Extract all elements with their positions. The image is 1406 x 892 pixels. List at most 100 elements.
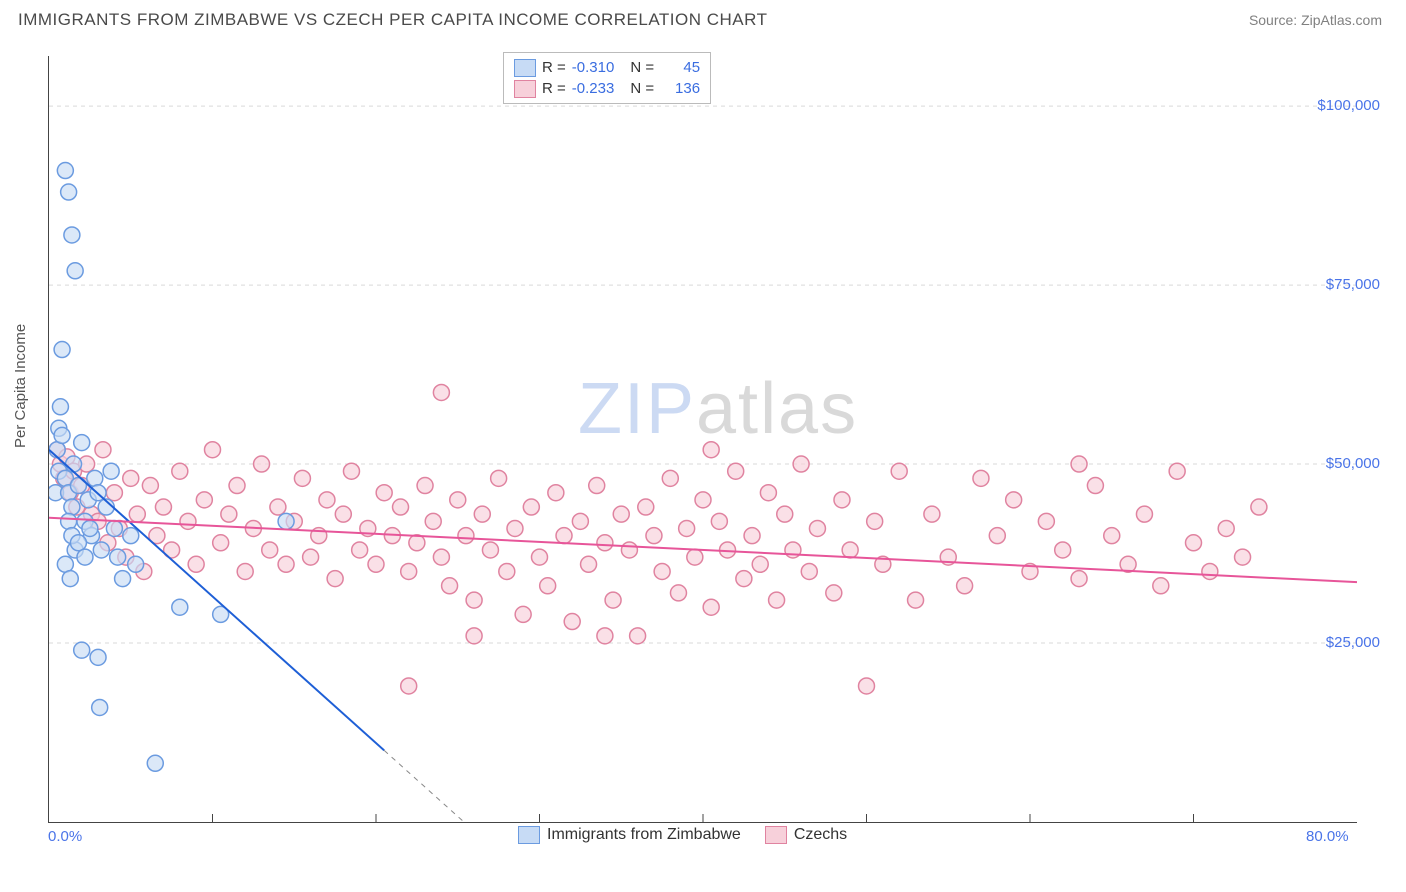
data-point: [1087, 478, 1103, 494]
data-point: [180, 513, 196, 529]
data-point: [842, 542, 858, 558]
data-point: [581, 556, 597, 572]
y-tick-label: $100,000: [1317, 97, 1380, 114]
data-point: [188, 556, 204, 572]
data-point: [172, 599, 188, 615]
data-point: [499, 563, 515, 579]
data-point: [221, 506, 237, 522]
data-point: [115, 571, 131, 587]
data-point: [1251, 499, 1267, 515]
r-value: -0.233: [572, 78, 615, 99]
legend-swatch: [765, 826, 787, 844]
n-label: N =: [630, 57, 654, 78]
data-point: [572, 513, 588, 529]
data-point: [482, 542, 498, 558]
data-point: [103, 463, 119, 479]
legend-stat-row: R =-0.233N =136: [514, 78, 700, 99]
source-link[interactable]: ZipAtlas.com: [1301, 12, 1382, 28]
data-point: [859, 678, 875, 694]
data-point: [64, 499, 80, 515]
data-point: [64, 227, 80, 243]
data-point: [687, 549, 703, 565]
data-point: [123, 470, 139, 486]
y-axis-label: Per Capita Income: [12, 324, 29, 448]
data-point: [205, 442, 221, 458]
data-point: [87, 470, 103, 486]
n-value: 45: [660, 57, 700, 78]
legend-swatch: [514, 80, 536, 98]
data-point: [62, 571, 78, 587]
data-point: [605, 592, 621, 608]
data-point: [74, 642, 90, 658]
data-point: [61, 513, 77, 529]
data-point: [777, 506, 793, 522]
data-point: [989, 528, 1005, 544]
data-point: [106, 520, 122, 536]
data-point: [70, 535, 86, 551]
data-point: [262, 542, 278, 558]
data-point: [54, 427, 70, 443]
data-point: [1218, 520, 1234, 536]
data-point: [278, 513, 294, 529]
data-point: [66, 456, 82, 472]
data-point: [196, 492, 212, 508]
legend-label: Immigrants from Zimbabwe: [547, 826, 741, 844]
data-point: [376, 485, 392, 501]
data-point: [597, 535, 613, 551]
data-point: [523, 499, 539, 515]
data-point: [401, 678, 417, 694]
data-point: [93, 542, 109, 558]
data-point: [401, 563, 417, 579]
data-point: [409, 535, 425, 551]
data-point: [589, 478, 605, 494]
data-point: [474, 506, 490, 522]
legend-label: Czechs: [794, 826, 847, 844]
data-point: [924, 506, 940, 522]
data-point: [229, 478, 245, 494]
data-point: [54, 342, 70, 358]
data-point: [237, 563, 253, 579]
data-point: [834, 492, 850, 508]
data-point: [1169, 463, 1185, 479]
data-point: [303, 549, 319, 565]
data-point: [106, 485, 122, 501]
data-point: [662, 470, 678, 486]
legend-swatch: [518, 826, 540, 844]
x-tick-label: 80.0%: [1306, 828, 1349, 845]
data-point: [147, 755, 163, 771]
data-point: [278, 556, 294, 572]
data-point: [703, 442, 719, 458]
data-point: [670, 585, 686, 601]
data-point: [695, 492, 711, 508]
legend-swatch: [514, 59, 536, 77]
n-label: N =: [630, 78, 654, 99]
data-point: [793, 456, 809, 472]
data-point: [1153, 578, 1169, 594]
data-point: [67, 263, 83, 279]
data-point: [343, 463, 359, 479]
data-point: [532, 549, 548, 565]
chart-header: IMMIGRANTS FROM ZIMBABWE VS CZECH PER CA…: [0, 0, 1406, 30]
data-point: [621, 542, 637, 558]
y-tick-label: $75,000: [1326, 276, 1380, 293]
data-point: [450, 492, 466, 508]
data-point: [728, 463, 744, 479]
data-point: [744, 528, 760, 544]
data-point: [433, 384, 449, 400]
data-point: [809, 520, 825, 536]
data-point: [548, 485, 564, 501]
data-point: [254, 456, 270, 472]
r-label: R =: [542, 78, 566, 99]
data-point: [507, 520, 523, 536]
data-point: [613, 506, 629, 522]
data-point: [61, 184, 77, 200]
data-point: [646, 528, 662, 544]
source-credit: Source: ZipAtlas.com: [1249, 12, 1382, 28]
data-point: [1071, 456, 1087, 472]
data-point: [957, 578, 973, 594]
data-point: [491, 470, 507, 486]
data-point: [638, 499, 654, 515]
chart-title: IMMIGRANTS FROM ZIMBABWE VS CZECH PER CA…: [18, 10, 768, 30]
data-point: [1038, 513, 1054, 529]
data-point: [1071, 571, 1087, 587]
